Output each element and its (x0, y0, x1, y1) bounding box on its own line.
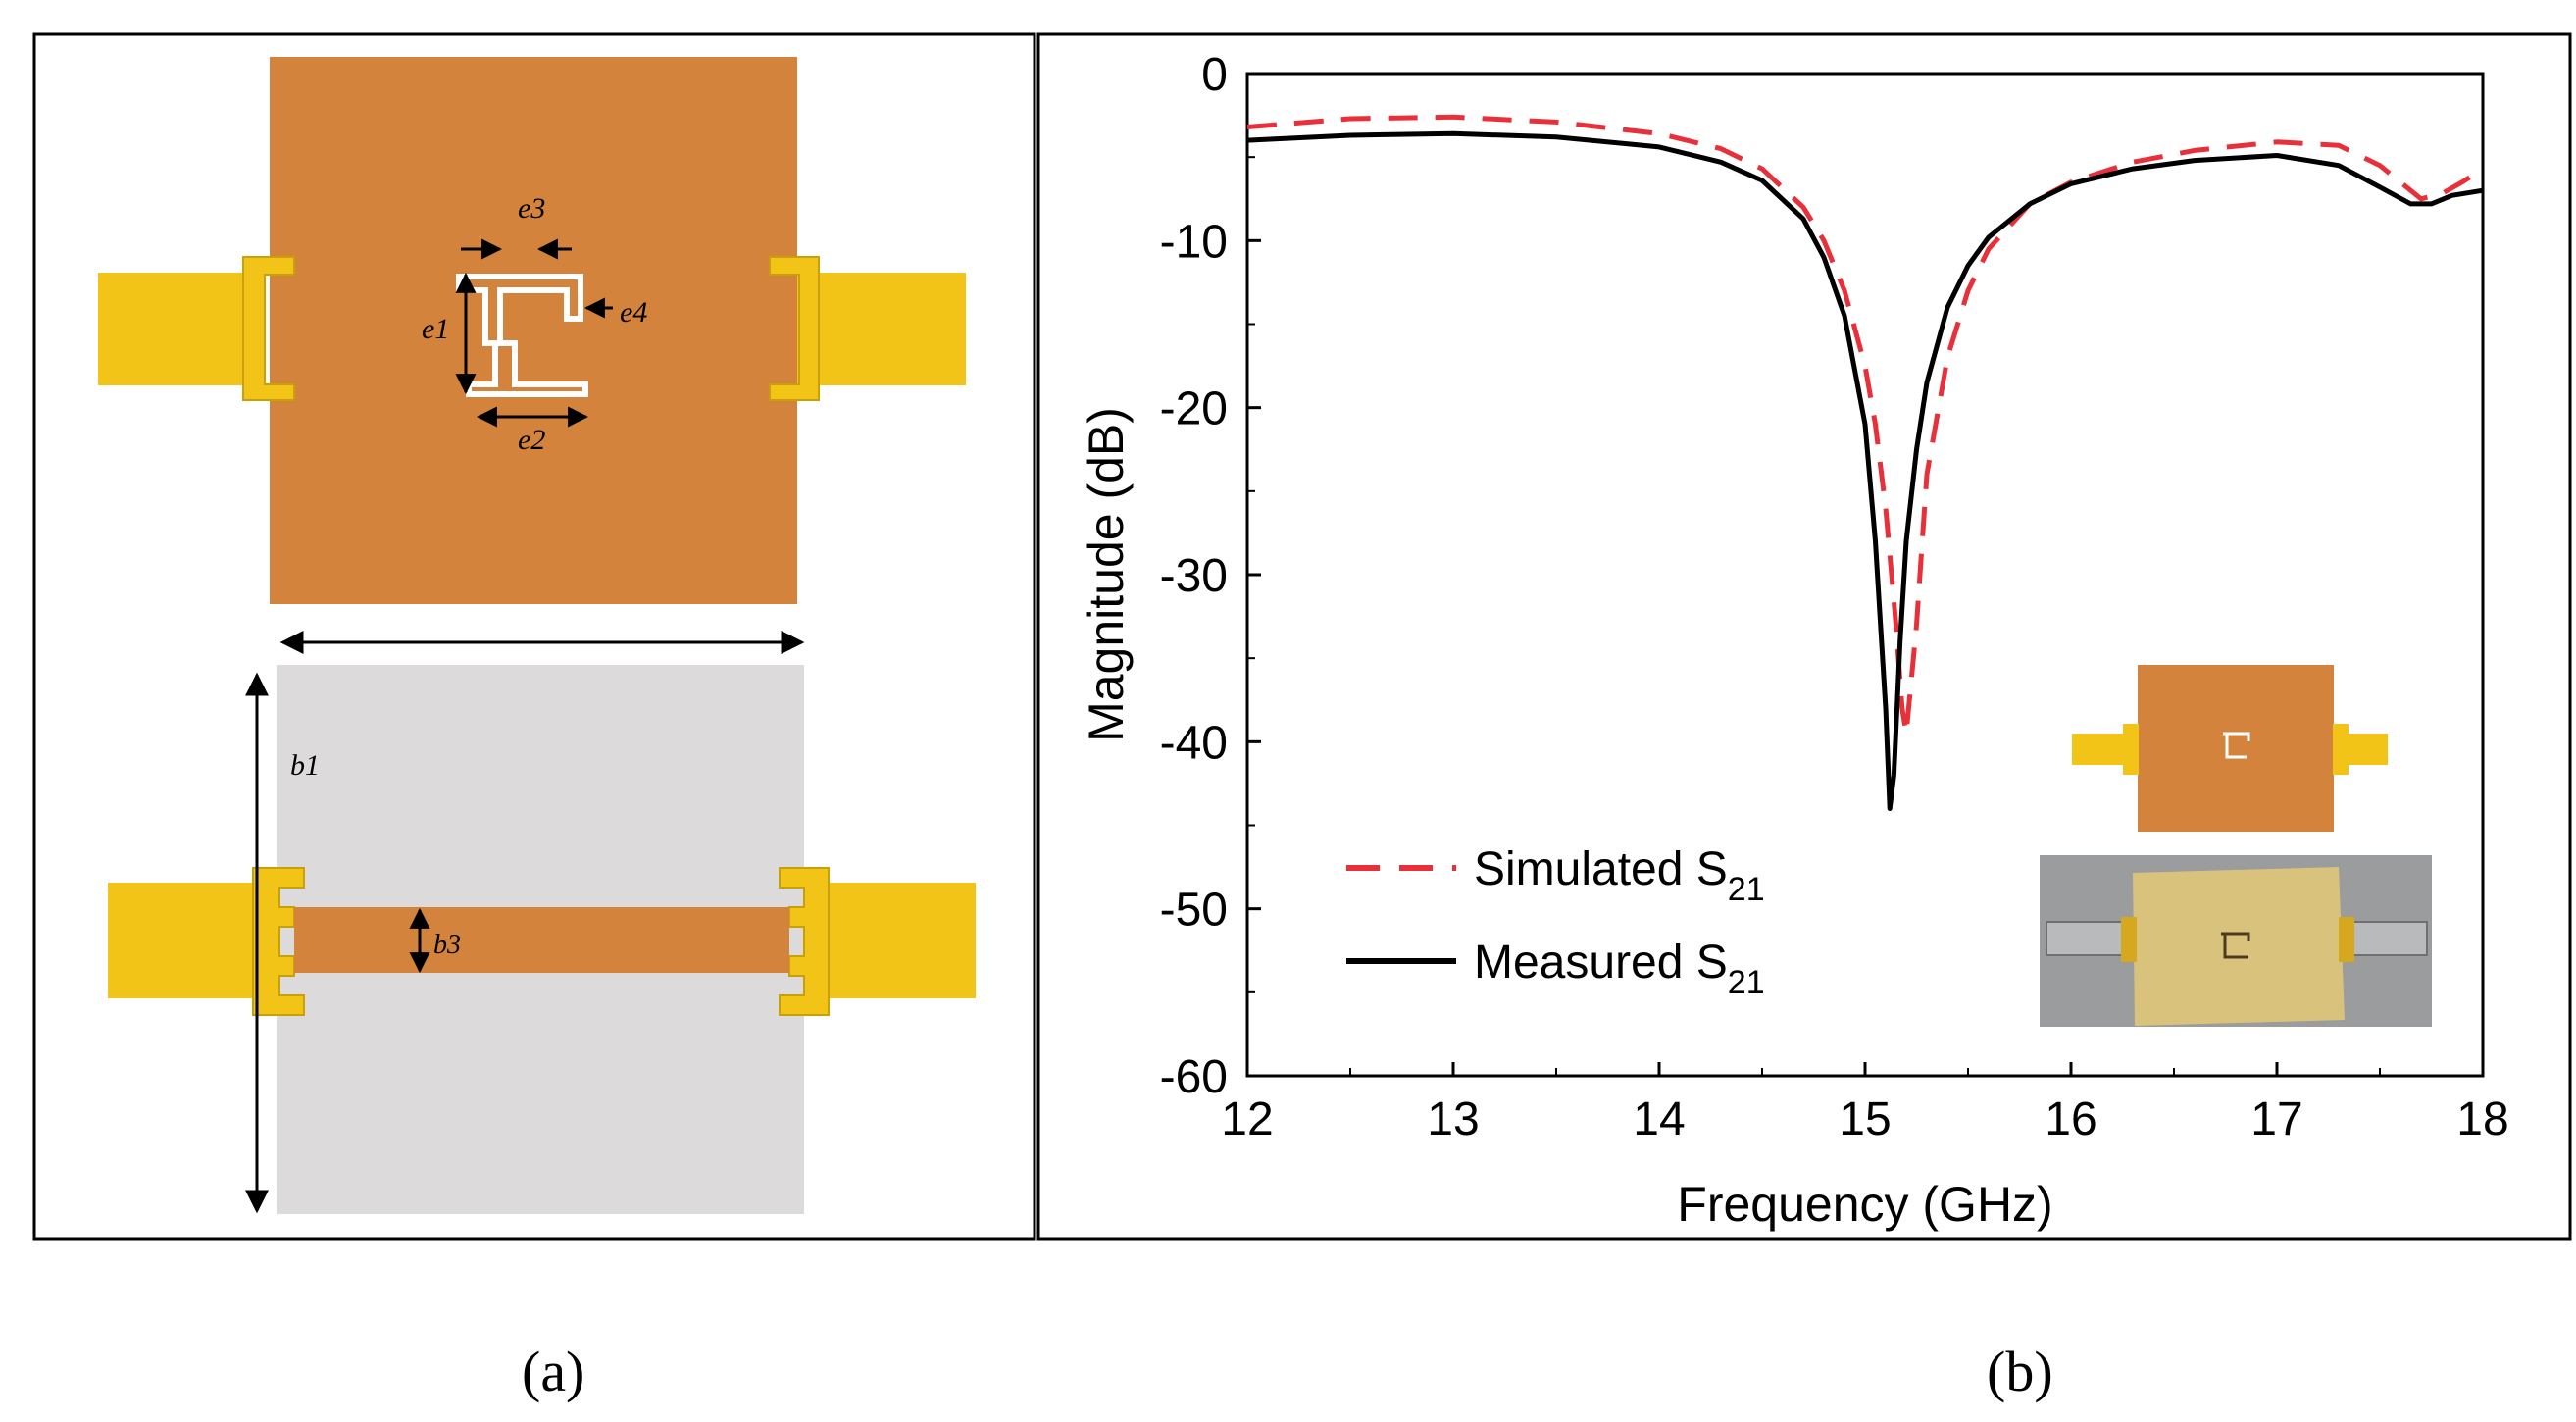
series-simulated-s21 (1246, 114, 2485, 736)
s21-chart: 0 -10 -20 -30 -40 -50 -60 12 13 14 15 16 17 18 Magni… (1036, 32, 2572, 1241)
legend-label-simulated: Simulated S21 (1474, 843, 1765, 908)
label-e3: e3 (518, 192, 545, 225)
top-view: e3 e1 e4 e2 (98, 57, 966, 604)
connector-right-bottom (814, 883, 976, 998)
bottom-view: b2 b3 b1 (108, 631, 976, 1214)
inset-photo-flange-right (2339, 917, 2354, 962)
label-b1: b1 (290, 749, 320, 782)
y-tick-label: -40 (1160, 717, 1228, 769)
inset-model-flange-left (2123, 724, 2139, 775)
x-tick-label: 12 (1221, 1093, 1273, 1145)
ground-plane (270, 57, 797, 604)
inset-photo-sma-left (2046, 921, 2126, 956)
y-axis-label: Magnitude (dB) (1079, 407, 1134, 742)
inset-photo-flange-left (2121, 917, 2137, 962)
x-tick-label: 14 (1633, 1093, 1685, 1145)
x-tick-label: 13 (1427, 1093, 1479, 1145)
legend-label-measured: Measured S21 (1474, 937, 1765, 1001)
inset-model-flange-right (2333, 724, 2349, 775)
inset-model (2072, 665, 2388, 832)
label-e4: e4 (620, 296, 647, 329)
connector-left-top (98, 273, 265, 385)
series-layer (1246, 114, 2485, 811)
panel-a-frame (32, 32, 1036, 1241)
y-tick-label: 0 (1201, 49, 1228, 101)
inset-model-slot (2223, 732, 2250, 759)
connector-flange-right-bottom (779, 867, 830, 1016)
x-tick-label: 17 (2250, 1093, 2302, 1145)
y-axis: 0 -10 -20 -30 -40 -50 -60 (1160, 49, 1261, 1103)
inset-model-board (2138, 665, 2334, 832)
label-e1: e1 (422, 313, 449, 345)
x-tick-label: 16 (2045, 1093, 2096, 1145)
inset-model-connector-left (2072, 734, 2123, 765)
y-tick-label: -10 (1160, 216, 1228, 268)
dgs-slot (456, 274, 588, 397)
connector-left-bottom (108, 883, 265, 998)
y-tick-label: -60 (1160, 1051, 1228, 1103)
label-b3: b3 (433, 930, 461, 960)
x-tick-label: 15 (1839, 1093, 1891, 1145)
legend: Simulated S21 Measured S21 (1346, 843, 1765, 1001)
x-tick-label: 18 (2456, 1093, 2508, 1145)
series-measured-s21 (1246, 130, 2484, 811)
connector-flange-right (769, 256, 820, 401)
caption-b: (b) (1987, 1340, 2053, 1403)
y-tick-label: -20 (1160, 383, 1228, 435)
x-axis: 12 13 14 15 16 17 18 (1221, 1062, 2509, 1145)
y-tick-label: -50 (1160, 885, 1228, 937)
x-axis-label: Frequency (GHz) (1677, 1177, 2052, 1232)
panel-a-diagram: e3 e1 e4 e2 b2 b3 b1 (32, 32, 1036, 1241)
inset-photo-slot (2221, 932, 2250, 959)
y-tick-label: -30 (1160, 550, 1228, 602)
inset-photo-sma-right (2346, 921, 2428, 956)
caption-a: (a) (522, 1340, 585, 1403)
label-e2: e2 (518, 424, 545, 456)
inset-photo (2040, 855, 2432, 1027)
microstrip-line (294, 907, 789, 973)
connector-flange-left (242, 256, 295, 401)
panel-b-frame (1036, 32, 2572, 1241)
inset-photo-board (2133, 867, 2345, 1026)
